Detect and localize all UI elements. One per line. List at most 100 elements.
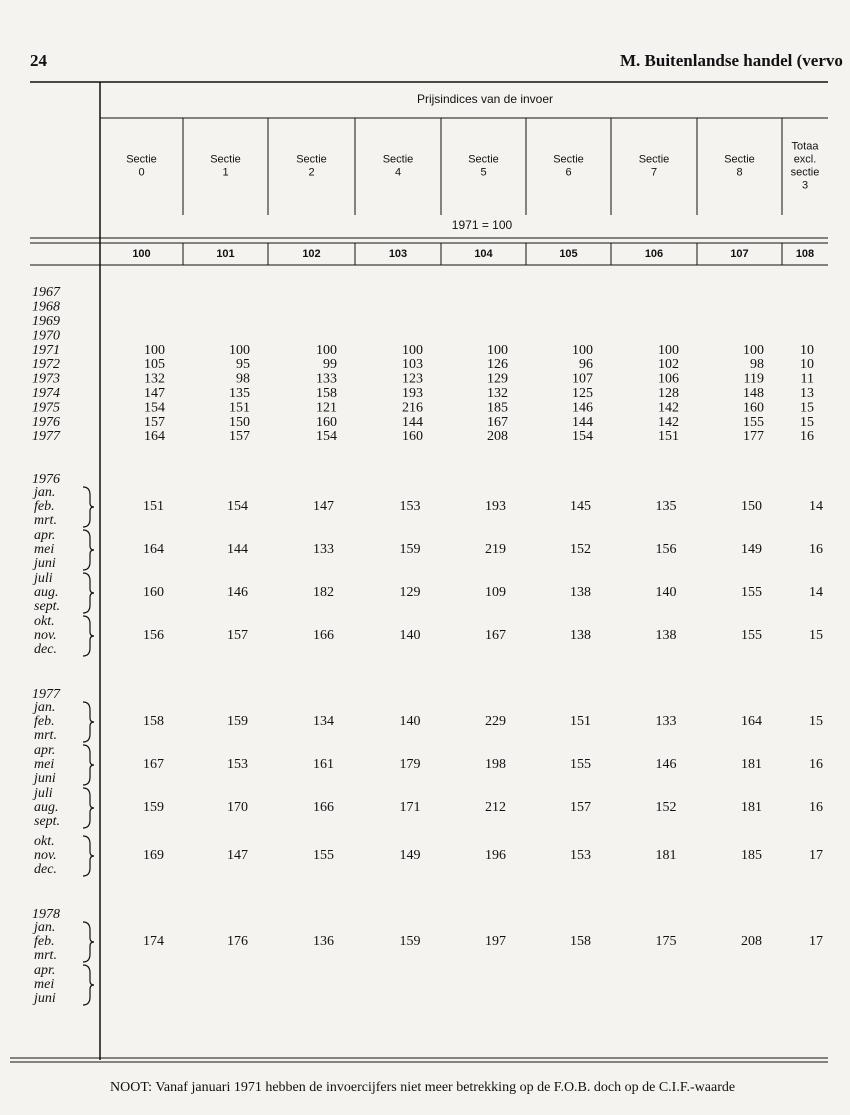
month-label: apr. [34,743,55,758]
page-number: 24 [30,51,48,70]
cell: 166 [313,800,334,815]
column-header: excl. [794,153,817,165]
cell: 100 [658,343,679,358]
group-header: Prijsindices van de invoer [417,92,553,106]
year-label: 1973 [32,372,60,387]
month-label: jan. [32,700,55,715]
month-label: juni [32,991,56,1006]
column-header: Sectie [724,153,755,165]
cell: 176 [227,934,248,949]
cell: 160 [143,585,164,600]
cell: 10 [800,357,814,372]
column-header: 3 [802,179,808,191]
cell: 150 [229,415,250,430]
cell: 156 [656,542,677,557]
year-label: 1977 [32,687,61,702]
cell: 138 [570,628,591,643]
cell: 219 [485,542,506,557]
cell: 159 [400,934,421,949]
month-label: apr. [34,528,55,543]
cell: 158 [316,386,337,401]
column-header: Sectie [639,153,670,165]
cell: 154 [144,400,165,415]
cell: 140 [400,714,421,729]
column-header: 7 [651,166,657,178]
month-label: juni [32,556,56,571]
month-label: nov. [34,848,57,863]
month-label: feb. [34,714,55,729]
cell: 133 [313,542,334,557]
month-label: nov. [34,628,57,643]
cell: 164 [741,714,762,729]
cell: 182 [313,585,334,600]
month-label: feb. [34,934,55,949]
month-label: jan. [32,485,55,500]
column-number: 103 [389,248,407,260]
cell: 159 [227,714,248,729]
cell: 151 [229,400,250,415]
cell: 147 [227,848,248,863]
cell: 100 [144,343,165,358]
column-header: 2 [308,166,314,178]
cell: 14 [809,585,823,600]
cell: 15 [800,415,814,430]
cell: 11 [801,372,814,387]
cell: 126 [487,357,508,372]
cell: 133 [656,714,677,729]
cell: 100 [572,343,593,358]
cell: 95 [236,357,250,372]
cell: 125 [572,386,593,401]
brace [82,964,95,1006]
cell: 146 [572,400,593,415]
cell: 166 [313,628,334,643]
cell: 179 [400,757,421,772]
cell: 16 [800,429,814,444]
cell: 153 [400,499,421,514]
cell: 107 [572,372,593,387]
cell: 197 [485,934,506,949]
cell: 133 [316,372,337,387]
cell: 159 [143,800,164,815]
cell: 100 [487,343,508,358]
cell: 154 [316,429,337,444]
column-header: Sectie [553,153,584,165]
month-label: aug. [34,800,59,815]
cell: 151 [143,499,164,514]
year-label: 1971 [32,343,60,358]
cell: 138 [656,628,677,643]
brace [82,529,95,571]
month-label: juli [32,786,53,801]
cell: 142 [658,400,679,415]
month-label: okt. [34,834,55,849]
cell: 159 [400,542,421,557]
brace [82,835,95,877]
cell: 98 [236,372,250,387]
cell: 151 [570,714,591,729]
cell: 175 [656,934,677,949]
cell: 161 [313,757,334,772]
cell: 167 [485,628,506,643]
cell: 10 [800,343,814,358]
cell: 158 [143,714,164,729]
cell: 16 [809,800,823,815]
cell: 164 [144,429,165,444]
cell: 16 [809,542,823,557]
cell: 212 [485,800,506,815]
cell: 174 [143,934,164,949]
cell: 149 [741,542,762,557]
column-header: Sectie [296,153,327,165]
column-header: 4 [395,166,401,178]
cell: 148 [743,386,764,401]
cell: 185 [741,848,762,863]
cell: 144 [402,415,423,430]
cell: 144 [572,415,593,430]
cell: 96 [579,357,593,372]
cell: 147 [144,386,165,401]
cell: 121 [316,400,337,415]
cell: 157 [570,800,591,815]
month-label: jan. [32,920,55,935]
month-label: dec. [34,862,57,877]
column-header: Sectie [383,153,414,165]
brace [82,701,95,743]
year-label: 1967 [32,285,61,300]
